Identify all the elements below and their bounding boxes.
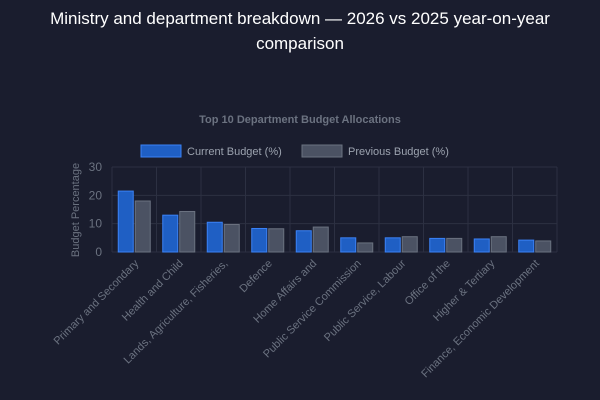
bar-previous[interactable]	[134, 200, 151, 253]
bar-previous[interactable]	[357, 242, 374, 253]
y-tick-label: 30	[89, 160, 103, 174]
bar-previous[interactable]	[401, 236, 418, 253]
y-axis-label: Budget Percentage	[70, 163, 82, 257]
y-tick-label: 0	[95, 245, 102, 259]
legend: Current Budget (%) Previous Budget (%)	[140, 144, 449, 158]
bar-current[interactable]	[473, 238, 490, 253]
bar-previous[interactable]	[179, 210, 196, 253]
bar-previous[interactable]	[535, 240, 552, 253]
bar-previous[interactable]	[446, 237, 463, 253]
bar-current[interactable]	[429, 237, 446, 253]
bar-previous[interactable]	[490, 236, 507, 253]
bar-previous[interactable]	[312, 226, 329, 253]
page-title: Ministry and department breakdown — 2026…	[50, 9, 550, 53]
y-tick-label: 20	[89, 188, 103, 202]
bar-current[interactable]	[518, 239, 535, 253]
bar-current[interactable]	[206, 221, 223, 253]
x-tick-label: Defence	[237, 258, 274, 295]
bar-current[interactable]	[162, 214, 179, 253]
bar-current[interactable]	[384, 237, 401, 253]
legend-swatch-current[interactable]	[140, 144, 182, 158]
x-tick-label: Primary and Secondary	[52, 257, 142, 347]
bar-previous[interactable]	[268, 228, 285, 253]
bar-current[interactable]	[340, 237, 357, 253]
chart-title: Top 10 Department Budget Allocations	[199, 114, 401, 126]
legend-swatch-previous[interactable]	[301, 144, 343, 158]
legend-label-previous[interactable]: Previous Budget (%)	[348, 146, 449, 158]
x-tick-label: Public Service, Labour	[322, 257, 409, 344]
bar-current[interactable]	[251, 227, 268, 253]
bar-current[interactable]	[295, 230, 312, 253]
bar-current[interactable]	[117, 190, 134, 253]
y-tick-label: 10	[89, 217, 103, 231]
bar-previous[interactable]	[223, 224, 240, 253]
legend-label-current[interactable]: Current Budget (%)	[187, 146, 282, 158]
